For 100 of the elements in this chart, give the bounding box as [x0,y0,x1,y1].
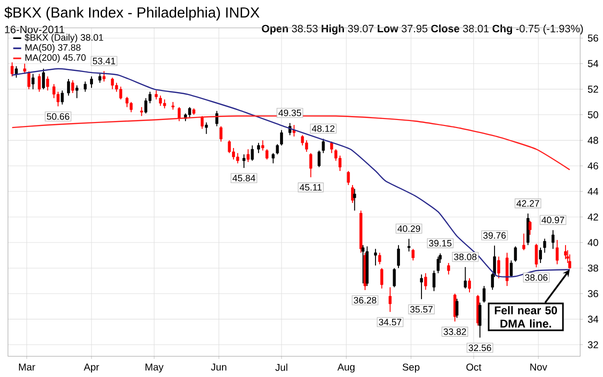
annotation: 40.97 [542,216,564,224]
candlestick [436,256,440,274]
annotation: 35.57 [410,306,433,313]
candlestick [75,84,78,99]
candlestick [42,68,45,90]
annotation: 36.28 [354,296,376,304]
candlestick [568,254,572,270]
x-tick-label: Aug [337,364,354,372]
candlestick [200,116,204,130]
candlestick [52,84,56,99]
candlestick [246,148,250,162]
candlestick [305,140,308,152]
candlestick [228,140,231,154]
candlestick [392,268,396,288]
y-tick-label: 50 [588,111,598,118]
candlestick [447,262,450,275]
x-tick-label: Jun [211,364,226,371]
candlestick [424,272,428,290]
candlestick [346,170,350,186]
legend-label: $BKX (Daily) 38.01 [24,34,104,43]
candlestick [351,184,354,204]
text: Open 38.53 High 39.07 Low 37.95 Close 38.01 Chg -0.75 (-1.93%) [262,24,583,34]
candlestick [506,252,509,286]
candlestick [102,70,106,82]
y-tick-label: 48 [588,136,598,144]
candlestick [265,148,268,160]
candlestick [322,138,325,154]
candlestick [362,244,364,284]
annotation: 39.76 [483,232,506,239]
candlestick [276,144,279,155]
y-tick-label: 38 [588,264,598,272]
candlestick [522,233,526,251]
annotation: 39.15 [428,240,452,246]
candlestick [250,144,254,162]
y-tick-label: 36 [588,290,598,298]
candlestick [144,98,148,114]
candlestick [528,220,532,236]
annotation: 38.08 [454,254,477,260]
legend-label: MA(50) 37.88 [25,44,80,53]
candlestick [412,248,415,261]
candlestick [300,134,304,146]
candlestick [119,86,122,100]
annotation: 33.82 [444,328,466,335]
x-tick-label: Jul [275,364,288,371]
annotation: 50.66 [46,113,70,120]
candlestick [464,266,467,289]
candlestick [407,238,410,252]
candlestick [552,230,554,250]
candlestick [178,106,181,122]
candlestick [420,274,423,300]
annotation: 45.84 [232,174,256,182]
annotation: Fell near 50 DMA line. [494,306,557,328]
candlestick [67,78,70,96]
candlestick [71,80,74,94]
candlestick [534,243,538,268]
candlestick [130,101,133,113]
annotation: 45.11 [300,184,322,191]
annotation: 48.12 [312,125,334,132]
chart-title: $BKX (Bank Index - Philadelphia) INDX [4,6,260,20]
candlestick [397,244,400,269]
candlestick [330,141,334,154]
candlestick [292,124,296,137]
y-tick-label: 40 [588,238,598,246]
candlestick [27,70,30,90]
candlestick [388,286,392,312]
annotation: 38.06 [525,274,548,281]
chart-subtitle: 16-Nov-2011 [5,26,64,34]
line-series [12,115,570,170]
annotation: 49.35 [278,110,302,116]
candlestick [309,152,312,178]
annotation: 42.27 [516,200,540,207]
annotation: 53.41 [92,58,116,64]
candlestick [539,247,542,264]
y-tick-label: 42 [588,213,598,220]
x-tick-label: Apr [84,364,100,372]
candlestick [378,252,382,265]
candlestick [60,90,64,105]
y-tick-label: 44 [588,188,598,195]
candlestick [482,285,486,304]
candlestick [497,256,500,279]
candlestick [280,130,283,146]
x-tick-label: May [146,364,164,372]
y-tick-label: 32 [588,341,598,348]
candlestick [432,270,436,292]
candlestick [543,238,546,254]
candlestick [510,260,513,278]
candlestick [374,248,377,266]
y-tick-label: 52 [588,86,598,93]
candlestick [272,152,275,164]
candlestick [220,126,222,142]
y-tick-label: 34 [588,316,598,323]
x-tick-label: Nov [530,364,548,371]
candlestick [90,76,93,88]
candlestick [353,188,356,212]
annotation: 34.57 [378,318,402,326]
x-tick-label: Sep [402,364,420,373]
candlestick [468,278,471,293]
candlestick [204,122,208,134]
candlestick [10,62,14,77]
legend-label: MA(200) 45.70 [25,54,86,63]
